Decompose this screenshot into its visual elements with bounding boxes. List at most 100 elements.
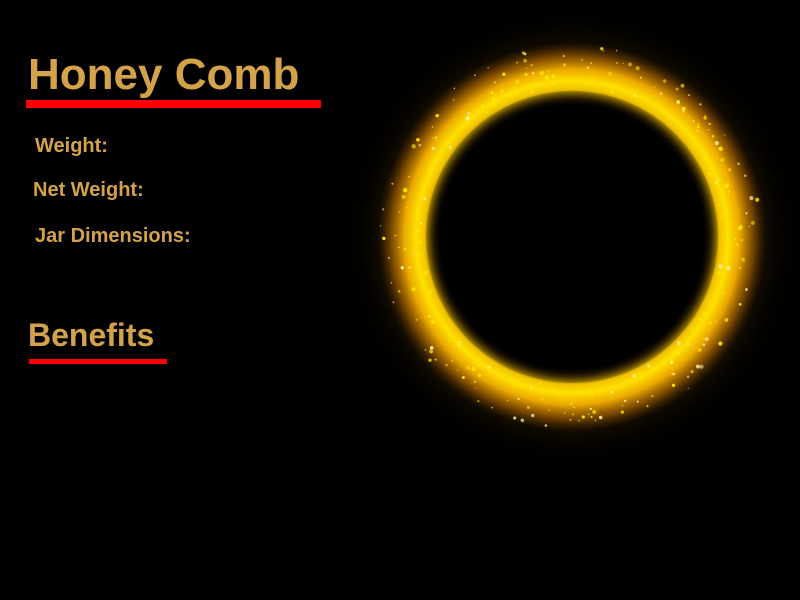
sparkle-particle (547, 70, 550, 73)
sparkle-particle (403, 188, 408, 193)
sparkle-particle (513, 91, 518, 95)
sparkle-particle (704, 316, 707, 320)
sparkle-particle (452, 98, 455, 101)
sparkle-particle (500, 89, 504, 94)
net-weight-label: Net Weight: (33, 179, 144, 201)
sparkle-particle (435, 113, 439, 118)
benefits-heading: Benefits (28, 317, 155, 353)
sparkle-particle (418, 143, 422, 147)
sparkle-particle (628, 62, 632, 67)
sparkle-particle (398, 290, 401, 293)
sparkle-particle (690, 328, 693, 330)
sparkle-particle (563, 63, 567, 67)
sparkle-particle (635, 66, 640, 71)
sparkle-particle (681, 124, 684, 127)
sparkle-particle (647, 364, 651, 368)
product-title: Honey Comb (28, 50, 300, 99)
sparkle-particle (681, 106, 686, 111)
sparkle-particle (391, 182, 394, 185)
sparkle-particle (653, 366, 658, 371)
sparkle-particle (416, 138, 420, 142)
sparkle-particle (411, 144, 416, 149)
sparkle-particle (544, 424, 548, 427)
sparkle-particle (452, 136, 455, 139)
sparkle-particle (517, 397, 520, 400)
sparkle-particle (718, 341, 723, 346)
sparkle-particle (477, 399, 480, 403)
sparkle-particle (423, 270, 428, 275)
sparkle-particle (486, 112, 488, 114)
sparkle-particle (702, 311, 707, 316)
sparkle-particle (578, 419, 580, 422)
sparkle-particle (512, 384, 516, 388)
sparkle-particle (559, 396, 562, 400)
sparkle-particle (532, 72, 535, 75)
sparkle-particle (448, 339, 451, 342)
sparkle-particle (697, 123, 700, 125)
sparkle-particles (380, 47, 760, 427)
sparkle-particle (406, 206, 408, 209)
sparkle-particle (726, 266, 731, 271)
sparkle-particle (429, 349, 433, 354)
sparkle-particle (687, 343, 690, 346)
sparkle-particle (398, 246, 400, 249)
sparkle-particle (490, 102, 495, 107)
sparkle-particle (539, 382, 542, 385)
benefits-underline (29, 359, 167, 364)
sparkle-particle (529, 385, 532, 388)
sparkle-particle (471, 366, 476, 372)
sparkle-particle (688, 115, 690, 118)
sparkle-particle (419, 240, 423, 244)
sparkle-particle (400, 266, 404, 270)
sparkle-particle (434, 358, 437, 361)
glowing-golden-ring-icon (340, 5, 800, 469)
sparkle-particle (621, 404, 624, 407)
sparkle-particle (403, 247, 407, 251)
sparkle-particle (478, 373, 482, 378)
sparkle-particle (562, 55, 565, 57)
sparkle-particle (721, 235, 724, 237)
sparkle-particle (639, 378, 642, 381)
sparkle-particle (696, 125, 700, 129)
sparkle-particle (523, 58, 527, 63)
sparkle-particle (704, 337, 709, 341)
sparkle-particle (653, 86, 656, 89)
sparkle-particle (709, 161, 711, 163)
sparkle-particle (594, 419, 597, 422)
sparkle-particle (600, 47, 604, 51)
sparkle-particle (515, 79, 520, 84)
sparkle-particle (711, 134, 715, 138)
sparkle-particle (670, 361, 673, 364)
sparkle-particle (708, 122, 711, 126)
sparkle-particle (707, 172, 712, 176)
sparkle-particle (461, 375, 465, 380)
sparkle-particle (380, 225, 382, 227)
sparkle-particle (748, 225, 751, 228)
sparkle-particle (541, 397, 544, 400)
sparkle-particle (632, 373, 637, 378)
sparkle-particle (592, 409, 597, 415)
sparkle-particle (659, 92, 663, 95)
sparkle-particle (671, 356, 674, 359)
sparkle-particle (703, 116, 707, 120)
sparkle-particle (428, 170, 430, 172)
sparkle-particle (677, 341, 681, 345)
sparkle-particle (411, 287, 416, 292)
sparkle-particle (491, 406, 494, 409)
sparkle-particle (731, 219, 733, 222)
sparkle-particle (473, 380, 476, 383)
sparkle-particle (700, 322, 702, 325)
sparkle-particle (725, 250, 728, 253)
sparkle-particle (520, 418, 525, 423)
sparkle-particle (716, 179, 719, 182)
sparkle-particle (702, 343, 705, 346)
sparkle-particle (637, 370, 643, 376)
sparkle-particle (413, 214, 415, 217)
sparkle-particle (737, 225, 742, 231)
sparkle-particle (416, 228, 421, 233)
sparkle-particle (564, 80, 567, 83)
sparkle-particle (743, 174, 747, 178)
sparkle-particle (493, 81, 496, 84)
sparkle-particle (456, 369, 459, 372)
sparkle-particle (696, 129, 699, 132)
